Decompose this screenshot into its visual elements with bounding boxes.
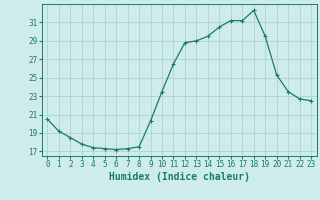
X-axis label: Humidex (Indice chaleur): Humidex (Indice chaleur) — [109, 172, 250, 182]
